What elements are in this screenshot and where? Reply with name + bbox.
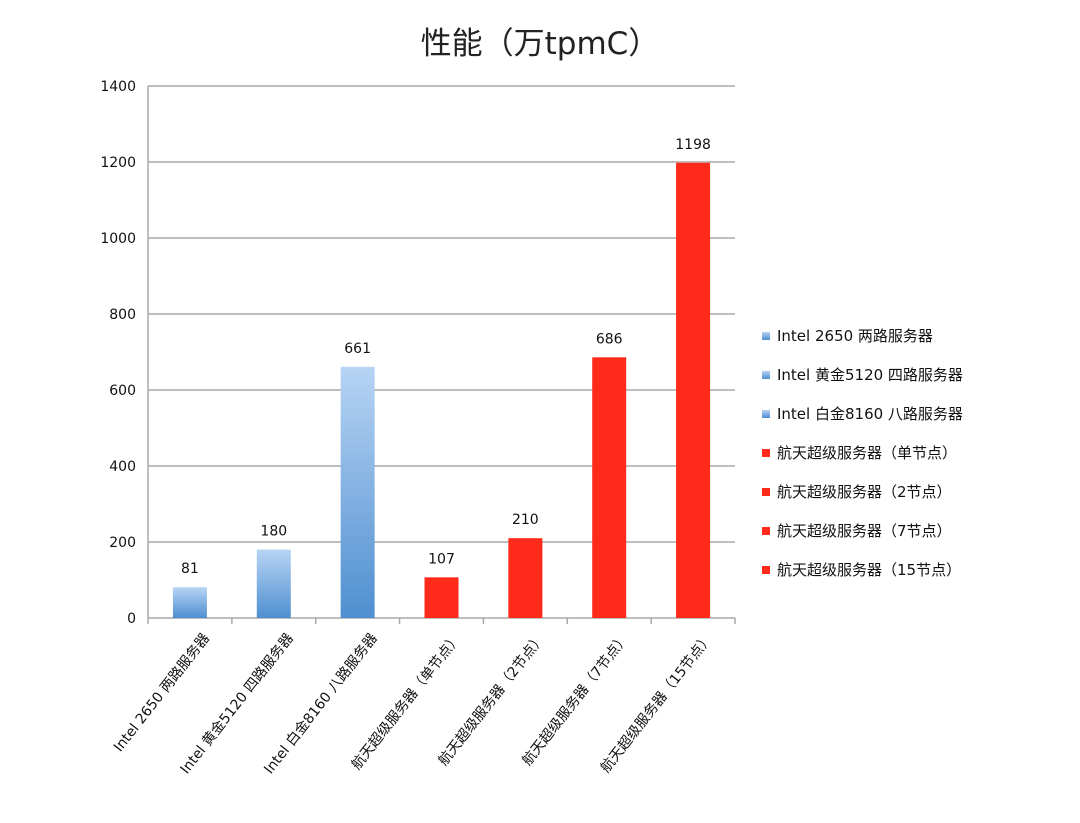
legend-label: 航天超级服务器（15节点） — [777, 561, 962, 579]
legend-item: 航天超级服务器（2节点） — [762, 472, 1072, 511]
bar-1 — [172, 587, 207, 618]
legend-swatch — [762, 565, 770, 574]
legend-swatch — [762, 487, 770, 496]
legend-item: Intel 白金8160 八路服务器 — [762, 394, 1072, 433]
data-label: 661 — [344, 341, 371, 357]
bar-5 — [508, 538, 543, 618]
x-tick-label: Intel 2650 两路服务器 — [111, 631, 213, 756]
legend-label: 航天超级服务器（2节点） — [777, 483, 952, 501]
bar-2 — [256, 549, 291, 618]
legend-swatch — [762, 409, 770, 418]
legend-item: 航天超级服务器（单节点） — [762, 433, 1072, 472]
legend-item: 航天超级服务器（15节点） — [762, 550, 1072, 589]
y-tick-label: 1400 — [100, 79, 136, 95]
legend-swatch — [762, 526, 770, 535]
bar-7 — [676, 162, 711, 618]
legend-label: Intel 白金8160 八路服务器 — [777, 405, 963, 423]
legend-label: 航天超级服务器（7节点） — [777, 522, 952, 540]
legend-label: Intel 黄金5120 四路服务器 — [777, 366, 963, 384]
data-label: 81 — [181, 561, 199, 577]
bar-4 — [424, 577, 459, 618]
legend-swatch — [762, 370, 770, 379]
bar-6 — [592, 357, 627, 618]
y-tick-label: 0 — [127, 611, 136, 627]
y-tick-label: 600 — [109, 383, 136, 399]
legend-label: 航天超级服务器（单节点） — [777, 444, 958, 462]
y-tick-label: 400 — [109, 459, 136, 475]
legend-label: Intel 2650 两路服务器 — [777, 327, 933, 345]
legend-swatch — [762, 331, 770, 340]
legend-item: Intel 2650 两路服务器 — [762, 316, 1072, 355]
bar-3 — [340, 366, 375, 618]
legend-item: Intel 黄金5120 四路服务器 — [762, 355, 1072, 394]
data-label: 180 — [260, 524, 287, 540]
chart-title: 性能（万tpmC） — [420, 26, 660, 62]
y-tick-label: 1200 — [100, 155, 136, 171]
legend-swatch — [762, 448, 770, 457]
y-tick-label: 800 — [109, 307, 136, 323]
y-tick-label: 200 — [109, 535, 136, 551]
data-label: 107 — [428, 551, 455, 567]
legend: Intel 2650 两路服务器 Intel 黄金5120 四路服务器 Intel … — [762, 316, 1072, 589]
y-tick-label: 1000 — [100, 231, 136, 247]
data-label: 686 — [596, 331, 623, 347]
data-label: 210 — [512, 512, 539, 528]
data-label: 1198 — [675, 137, 711, 153]
legend-item: 航天超级服务器（7节点） — [762, 511, 1072, 550]
